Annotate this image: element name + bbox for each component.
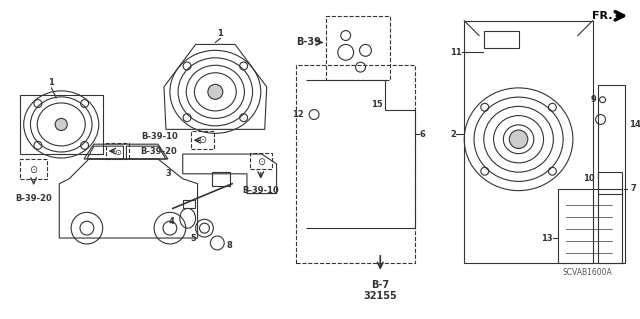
Text: 15: 15 [371,100,383,109]
Text: 14: 14 [629,120,640,129]
Text: ⊙: ⊙ [198,135,207,145]
Bar [20,159,47,179]
Bar [191,131,214,149]
Text: ⊙: ⊙ [114,148,121,157]
Text: B-39-10: B-39-10 [243,186,279,195]
Text: B-7
32155: B-7 32155 [364,279,397,301]
Text: 5: 5 [191,234,196,242]
Text: 1: 1 [49,78,54,87]
Bar [558,189,622,263]
Circle shape [208,84,223,99]
Bar [296,65,415,263]
Bar [250,153,271,169]
Text: SCVAB1600A: SCVAB1600A [563,268,612,277]
Text: B-39-20: B-39-20 [15,194,52,203]
Bar [464,21,593,263]
Text: 4: 4 [169,217,175,226]
Text: ⊙: ⊙ [257,157,265,167]
Bar [598,85,625,263]
Circle shape [55,118,67,130]
Text: ⊙: ⊙ [29,165,38,175]
Bar [484,31,518,48]
Bar [598,172,622,194]
Text: B-39: B-39 [296,37,321,48]
Text: 8: 8 [226,241,232,250]
Text: B-39-20: B-39-20 [140,147,177,156]
Text: B-39-10: B-39-10 [141,132,178,141]
Text: 3: 3 [165,169,171,178]
Text: 13: 13 [541,234,553,242]
Text: 12: 12 [292,110,304,119]
Text: 11: 11 [451,48,462,57]
Text: 9: 9 [591,95,596,104]
Text: 2: 2 [451,130,456,139]
Text: 6: 6 [420,130,426,139]
Text: 10: 10 [583,174,595,183]
Text: 1: 1 [218,28,223,38]
Bar [326,16,390,80]
Bar [106,143,129,159]
Circle shape [509,130,528,149]
Bar [183,201,195,208]
Text: 7: 7 [630,184,636,193]
Bar [212,172,230,186]
Text: FR.: FR. [592,11,612,21]
